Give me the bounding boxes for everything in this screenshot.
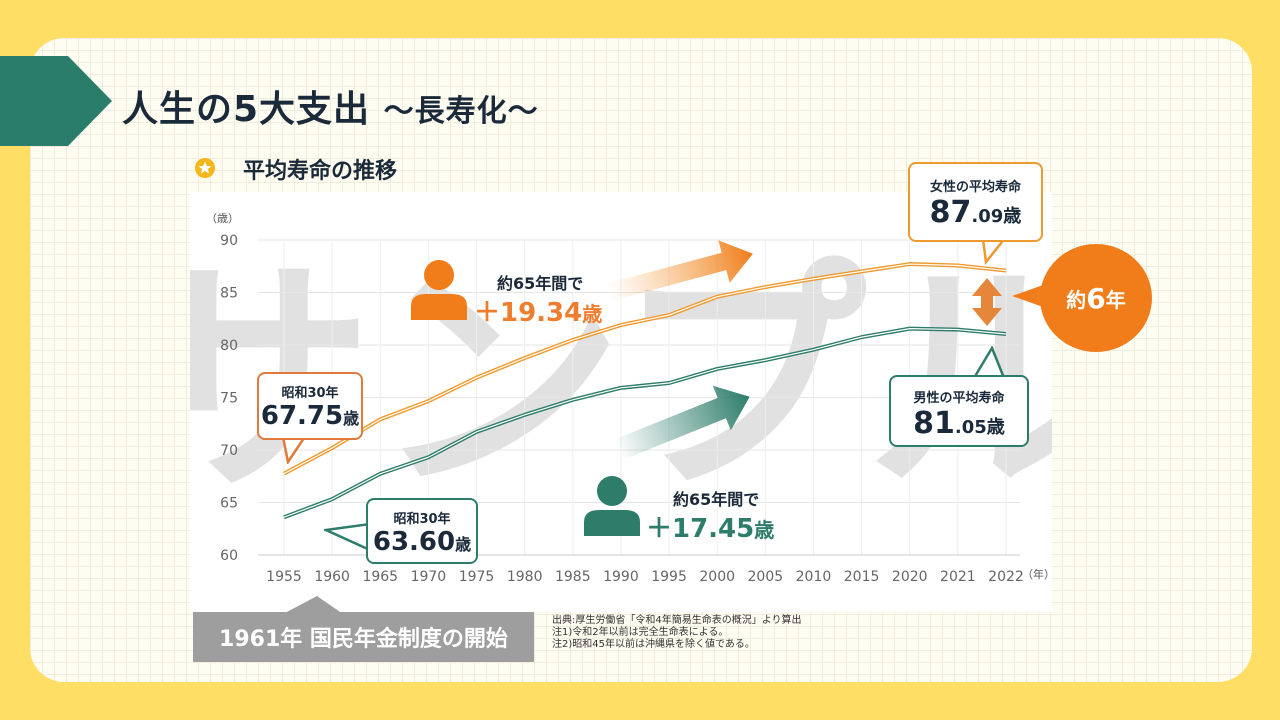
- pension-start-banner: 1961年 国民年金制度の開始: [193, 612, 534, 662]
- female-start-unit: 歳: [343, 409, 360, 428]
- female-gain-number: ＋19.34: [474, 298, 583, 328]
- page-title: 人生の5大支出 〜長寿化〜: [122, 80, 539, 132]
- section-subtitle: 平均寿命の推移: [243, 159, 398, 184]
- male-gain-value: ＋17.45歳: [646, 508, 774, 545]
- female-start-number: 67.75: [260, 401, 344, 431]
- source-note: 注2)昭和45年以前は沖縄県を除く値である。: [552, 639, 755, 650]
- female-current-int: 87: [929, 195, 972, 230]
- x-tick-label: 1985: [555, 569, 591, 585]
- male-trend-arrow: [613, 385, 750, 461]
- male-current-dec: .05歳: [954, 417, 1005, 438]
- y-tick-label: 90: [220, 233, 238, 249]
- source-note: 出典:厚生労働省「令和4年簡易生命表の概況」より算出: [552, 615, 802, 626]
- female-start-label: 昭和30年: [281, 386, 339, 401]
- male-start-unit: 歳: [455, 535, 472, 554]
- male-current-label: 男性の平均寿命: [913, 391, 1005, 406]
- star-bullet-icon: [195, 158, 215, 178]
- female-start-callout: 昭和30年 67.75歳: [257, 372, 363, 440]
- female-gain-label: 約65年間で: [497, 274, 584, 293]
- y-tick-label: 60: [220, 548, 238, 564]
- male-start-label: 昭和30年: [393, 512, 451, 527]
- source-notes: 出典:厚生労働省「令和4年簡易生命表の概況」より算出 注1)令和2年以前は完全生…: [552, 615, 802, 651]
- x-tick-label: 2000: [699, 569, 735, 585]
- x-tick-label: 1980: [507, 569, 543, 585]
- female-current-label: 女性の平均寿命: [929, 180, 1021, 195]
- female-person-icon: [411, 260, 467, 320]
- y-axis: 60 65 70 75 80 85 90: [220, 233, 238, 564]
- female-current-value: 87.09歳: [910, 195, 1041, 235]
- male-gain-number: ＋17.45: [646, 514, 755, 544]
- x-tick-label: 1975: [459, 569, 495, 585]
- x-tick-label: 2020: [892, 569, 928, 585]
- gap-double-arrow: [972, 278, 1002, 326]
- x-tick-label: 2010: [796, 569, 832, 585]
- page-title-main: 人生の5大支出: [122, 89, 371, 130]
- x-tick-label: 1960: [314, 569, 350, 585]
- x-axis: 1955 1960 1965 1970 1975 1980 1985 1990 1995 2000…: [266, 569, 1024, 585]
- x-tick-label: 1970: [411, 569, 447, 585]
- female-start-value: 67.75歳: [259, 401, 361, 434]
- gap-prefix: 約: [1066, 287, 1087, 312]
- x-tick-label: 2005: [748, 569, 784, 585]
- male-start-callout: 昭和30年 63.60歳: [366, 498, 478, 564]
- female-gain-value: ＋19.34歳: [474, 292, 602, 329]
- gap-suffix: 年: [1105, 287, 1126, 312]
- male-series-line-highlight: [283, 328, 1007, 518]
- y-tick-label: 70: [220, 443, 238, 459]
- male-person-icon: [584, 476, 640, 536]
- x-tick-label: 1995: [651, 569, 687, 585]
- female-current-callout: 女性の平均寿命 87.09歳: [908, 162, 1043, 242]
- female-gain-unit: 歳: [582, 302, 603, 326]
- event-marker-pointer: [283, 596, 343, 614]
- female-trend-arrow: [607, 240, 753, 301]
- y-axis-label: （歳）: [206, 212, 239, 225]
- male-current-int: 81: [913, 406, 955, 441]
- chart-series: [283, 262, 1007, 520]
- male-gain-unit: 歳: [754, 518, 775, 542]
- x-axis-label: （年）: [1022, 567, 1052, 581]
- page-title-sub: 〜長寿化〜: [383, 94, 539, 129]
- x-tick-label: 2015: [844, 569, 880, 585]
- source-note: 注1)令和2年以前は完全生命表による。: [552, 627, 729, 638]
- y-tick-label: 85: [220, 286, 238, 302]
- male-current-value: 81.05歳: [891, 406, 1027, 446]
- female-series-line-highlight: [283, 263, 1007, 475]
- title-banner-arrow: [0, 56, 112, 146]
- x-tick-label: 2021: [940, 569, 976, 585]
- x-tick-label: 1990: [603, 569, 639, 585]
- x-tick-label: 2022: [988, 569, 1024, 585]
- y-tick-label: 75: [220, 391, 238, 407]
- x-tick-label: 1955: [266, 569, 302, 585]
- y-tick-label: 80: [220, 338, 238, 354]
- x-tick-label: 1965: [362, 569, 398, 585]
- y-tick-label: 65: [220, 496, 238, 512]
- male-current-callout: 男性の平均寿命 81.05歳: [889, 375, 1029, 447]
- male-start-value: 63.60歳: [368, 527, 476, 560]
- male-gain-label: 約65年間で: [673, 490, 760, 509]
- male-start-number: 63.60: [372, 527, 456, 557]
- gap-number: 6: [1086, 281, 1106, 315]
- female-current-dec: .09歳: [971, 206, 1022, 227]
- gap-circle-pointer: [1012, 284, 1046, 308]
